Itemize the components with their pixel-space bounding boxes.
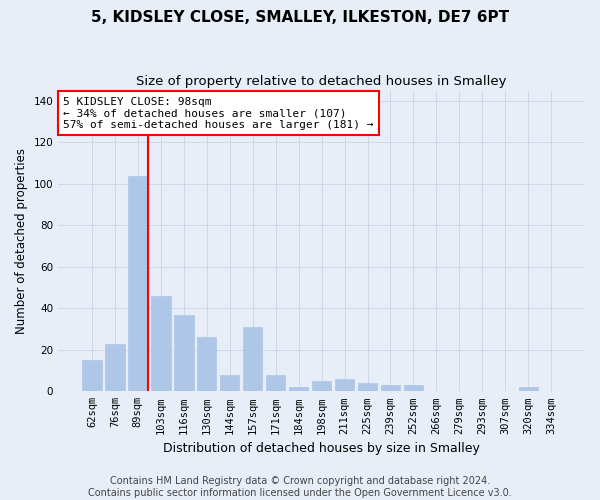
Bar	[335, 379, 355, 392]
Bar	[358, 383, 377, 392]
Text: 5, KIDSLEY CLOSE, SMALLEY, ILKESTON, DE7 6PT: 5, KIDSLEY CLOSE, SMALLEY, ILKESTON, DE7…	[91, 10, 509, 25]
Bar	[82, 360, 101, 392]
Bar	[289, 387, 308, 392]
Y-axis label: Number of detached properties: Number of detached properties	[15, 148, 28, 334]
Bar	[266, 374, 286, 392]
Bar	[312, 381, 331, 392]
Title: Size of property relative to detached houses in Smalley: Size of property relative to detached ho…	[136, 75, 507, 88]
Bar	[151, 296, 170, 392]
Bar	[220, 374, 239, 392]
Bar	[197, 338, 217, 392]
Bar	[518, 387, 538, 392]
Bar	[381, 385, 400, 392]
Text: 5 KIDSLEY CLOSE: 98sqm
← 34% of detached houses are smaller (107)
57% of semi-de: 5 KIDSLEY CLOSE: 98sqm ← 34% of detached…	[64, 96, 374, 130]
Bar	[243, 327, 262, 392]
Bar	[105, 344, 125, 392]
Bar	[404, 385, 423, 392]
X-axis label: Distribution of detached houses by size in Smalley: Distribution of detached houses by size …	[163, 442, 480, 455]
Text: Contains HM Land Registry data © Crown copyright and database right 2024.
Contai: Contains HM Land Registry data © Crown c…	[88, 476, 512, 498]
Bar	[128, 176, 148, 392]
Bar	[174, 314, 194, 392]
